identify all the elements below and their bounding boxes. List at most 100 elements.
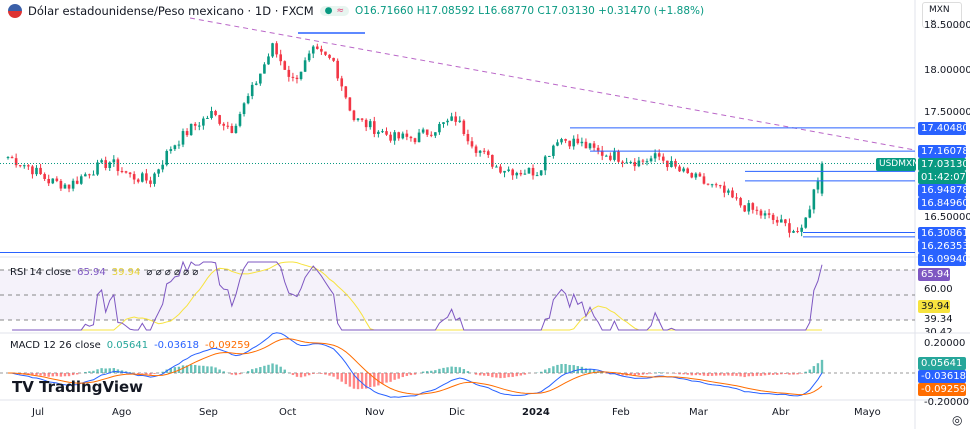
macd-histogram-bar <box>796 373 799 375</box>
candle <box>189 123 193 136</box>
time-tick: 2024 <box>522 407 550 418</box>
price-tag: 17.03130 <box>918 158 969 172</box>
candle <box>112 159 116 163</box>
candle <box>291 76 295 78</box>
candle <box>206 117 209 119</box>
candle <box>377 131 380 134</box>
macd-histogram-bar <box>690 373 693 376</box>
macd-histogram-bar <box>104 368 107 373</box>
usd-mxn-flag-icon <box>8 4 22 18</box>
candle <box>743 205 746 212</box>
candle <box>808 209 812 218</box>
candle <box>527 167 531 174</box>
macd-histogram-bar <box>328 373 331 376</box>
macd-histogram-bar <box>43 373 46 377</box>
candle <box>51 178 55 184</box>
candle <box>230 126 234 133</box>
currency-select[interactable]: MXN ⌄ <box>922 2 962 28</box>
change-value: +0.31470 (+1.88%) <box>598 5 705 17</box>
macd-histogram-bar <box>649 373 653 374</box>
macd-histogram-bar <box>291 373 295 376</box>
candle <box>165 150 169 165</box>
tradingview-logo[interactable]: 𝗧𝗩 TradingView <box>12 378 143 396</box>
candle <box>352 110 356 120</box>
candle <box>336 60 339 79</box>
candle <box>596 147 600 151</box>
candle <box>238 114 242 126</box>
candle <box>735 197 738 199</box>
macd-signal-tag: -0.03618 <box>918 370 966 383</box>
candle <box>763 213 767 216</box>
candle <box>401 133 405 139</box>
candle <box>108 162 112 168</box>
candle <box>116 159 120 172</box>
price-tick: 18.00000 <box>924 65 970 76</box>
macd-histogram-bar <box>454 366 457 373</box>
candle <box>59 180 63 189</box>
candle <box>417 132 421 143</box>
macd-histogram-bar <box>230 373 234 375</box>
candle <box>364 119 368 128</box>
macd-histogram-bar <box>820 359 824 373</box>
macd-histogram-bar <box>336 373 339 380</box>
price-tag: 17.40480 <box>918 121 969 135</box>
candle <box>43 174 46 179</box>
candle <box>197 125 201 127</box>
macd-histogram-bar <box>641 373 645 375</box>
candle <box>320 48 323 52</box>
candle <box>63 184 67 189</box>
candle <box>507 169 510 171</box>
macd-histogram-bar <box>332 373 335 377</box>
macd-histogram-bar <box>112 368 116 373</box>
macd-legend: MACD 12 26 close 0.05641 -0.03618 -0.09259 <box>10 340 250 351</box>
macd-histogram-bar <box>299 373 303 378</box>
candle <box>482 150 486 152</box>
candle <box>254 83 258 85</box>
candle <box>259 73 262 84</box>
candle <box>584 141 588 149</box>
close-value: C17.03130 <box>537 5 595 17</box>
macd-histogram-bar <box>763 373 767 376</box>
candle <box>202 118 205 126</box>
macd-histogram-bar <box>67 373 71 377</box>
macd-histogram-bar <box>251 369 254 373</box>
macd-histogram-bar <box>719 373 722 376</box>
macd-histogram-bar <box>495 373 498 378</box>
candle <box>438 124 441 133</box>
approx-icon: ≈ <box>336 6 345 16</box>
macd-histogram-bar <box>723 373 726 376</box>
candle <box>214 111 217 116</box>
candle <box>316 46 319 49</box>
macd-histogram-bar <box>710 373 714 376</box>
candle <box>246 96 250 104</box>
macd-histogram-bar <box>92 370 95 373</box>
macd-histogram-bar <box>800 373 803 374</box>
candle <box>633 162 637 167</box>
macd-histogram-bar <box>515 373 518 377</box>
candle <box>27 165 30 167</box>
candle <box>486 151 490 155</box>
candle <box>35 167 38 175</box>
symbol-title[interactable]: Dólar estadounidense/Peso mexicano · 1D … <box>28 4 314 18</box>
macd-histogram-bar <box>222 371 225 373</box>
price-tag: 17.16078 <box>918 145 969 159</box>
candle <box>478 150 482 153</box>
macd-histogram-bar <box>491 373 494 378</box>
macd-histogram-bar <box>381 373 384 384</box>
candle <box>287 69 291 77</box>
settings-gear-icon[interactable]: ◎ <box>952 413 963 427</box>
time-tick: Sep <box>199 407 218 418</box>
tv-logo-icon: 𝗧𝗩 <box>12 378 40 396</box>
candle <box>466 134 470 142</box>
candle <box>723 185 726 193</box>
candle <box>6 157 10 159</box>
signal-line <box>7 338 823 396</box>
candle <box>800 227 803 232</box>
candle <box>218 115 221 124</box>
price-tag: 01:42:07 <box>918 171 966 185</box>
macd-histogram-bar <box>84 371 87 373</box>
candle <box>710 184 714 186</box>
market-status-badge[interactable]: ● ≈ <box>319 6 350 16</box>
brand-name: TradingView <box>39 378 143 396</box>
